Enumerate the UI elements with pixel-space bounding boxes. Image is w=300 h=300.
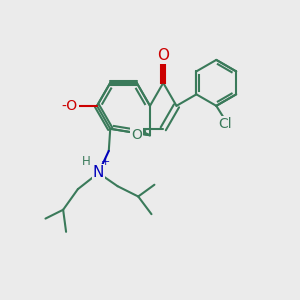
Text: +: +: [101, 157, 110, 167]
Text: O: O: [131, 128, 142, 142]
Text: H: H: [82, 155, 91, 168]
Text: O: O: [157, 48, 169, 63]
Text: -O: -O: [62, 99, 78, 113]
Text: N: N: [93, 165, 104, 180]
Text: Cl: Cl: [218, 117, 232, 131]
